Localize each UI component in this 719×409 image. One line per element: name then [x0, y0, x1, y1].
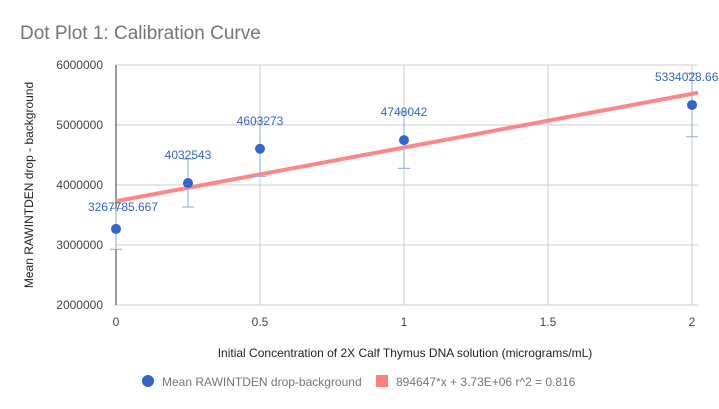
chart-title: Dot Plot 1: Calibration Curve	[20, 23, 261, 44]
data-labels: 3267785.667 4032543 4603273 4748042 5334028.…	[88, 70, 719, 214]
data-point	[399, 135, 409, 146]
data-point	[111, 223, 121, 234]
data-label: 4603273	[237, 114, 284, 128]
y-tick-label: 5000000	[56, 118, 103, 132]
trendline-group	[115, 90, 699, 204]
data-label: 4032543	[165, 148, 212, 162]
data-label: 5334028.66	[655, 70, 719, 84]
y-tick-label: 6000000	[56, 58, 103, 72]
x-tick-label: 1.5	[540, 315, 557, 329]
x-tick-label: 0	[113, 315, 120, 329]
data-point	[255, 143, 265, 154]
x-tick-label: 0.5	[252, 315, 269, 329]
data-label: 4748042	[381, 105, 428, 119]
legend-marker-trendline	[376, 375, 388, 387]
legend: Mean RAWINTDEN drop-background 894647*x …	[142, 375, 576, 389]
y-tick-label: 4000000	[56, 178, 103, 192]
x-tick-label: 2	[689, 315, 696, 329]
data-point	[687, 99, 697, 110]
x-tick-label: 1	[401, 315, 408, 329]
data-point	[183, 178, 193, 189]
y-axis-label: Mean RAWINTDEN drop - background	[22, 82, 36, 288]
trendline	[115, 90, 699, 204]
x-axis-label: Initial Concentration of 2X Calf Thymus …	[218, 346, 593, 360]
y-tick-label: 2000000	[56, 298, 103, 312]
data-points	[111, 99, 697, 234]
legend-marker-series	[142, 375, 154, 387]
tick-labels: 2000000 3000000 4000000 5000000 6000000 0 0.5 1…	[56, 58, 695, 329]
data-label: 3267785.667	[88, 200, 158, 214]
legend-label-series: Mean RAWINTDEN drop-background	[162, 375, 362, 389]
y-tick-label: 3000000	[56, 238, 103, 252]
legend-label-trendline: 894647*x + 3.73E+06 r^2 = 0.816	[396, 375, 576, 389]
